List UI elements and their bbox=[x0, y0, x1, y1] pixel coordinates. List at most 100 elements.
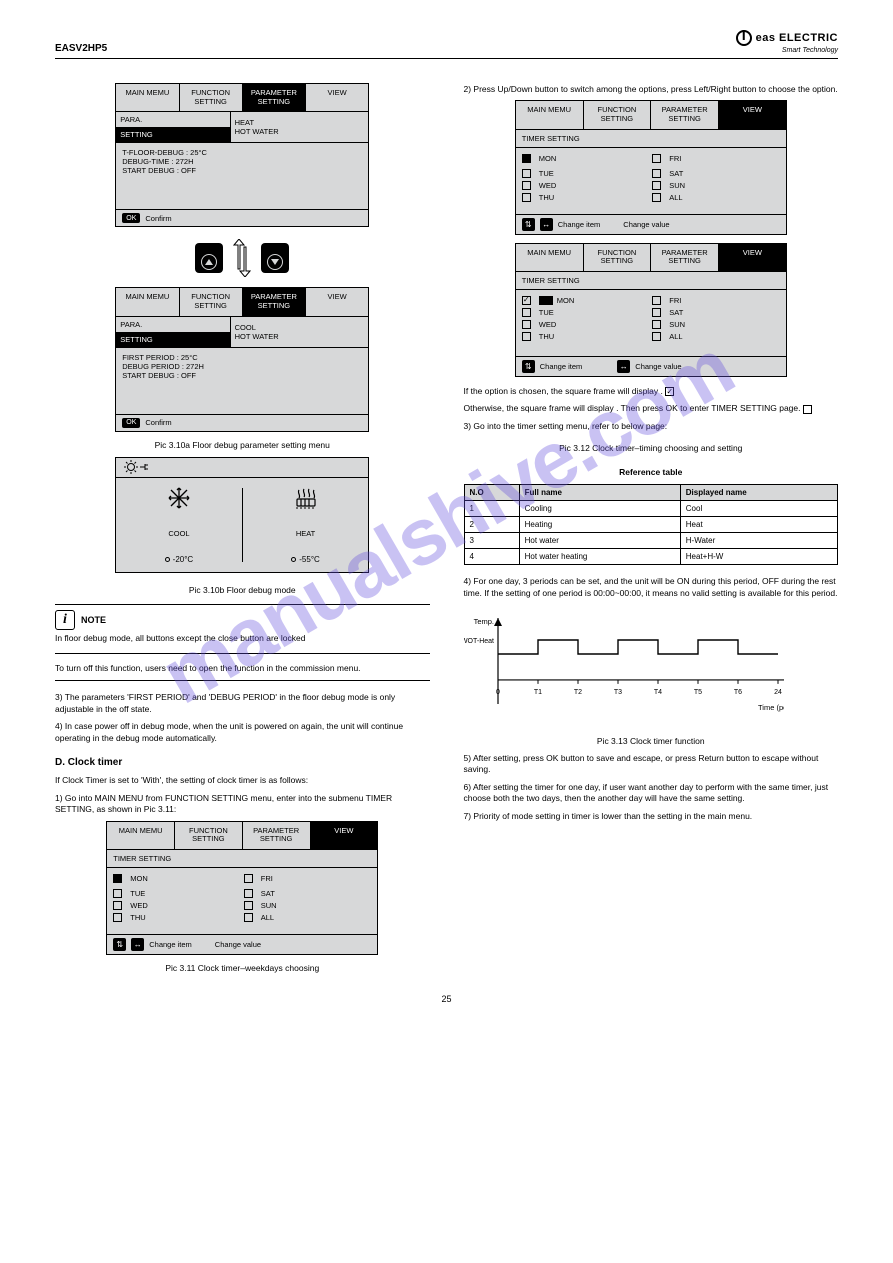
tab-function[interactable]: FUNCTION SETTING bbox=[175, 822, 243, 849]
sub-hotwater[interactable]: HOT WATER bbox=[235, 332, 365, 341]
left-extra-3: 3) The parameters 'FIRST PERIOD' and 'DE… bbox=[55, 692, 430, 715]
tab-view[interactable]: VIEW bbox=[306, 84, 368, 111]
tab-parameter[interactable]: PARAMETER SETTING bbox=[243, 822, 311, 849]
checkbox-wed[interactable] bbox=[522, 181, 531, 190]
heat-half: HEAT -55°C bbox=[243, 478, 368, 572]
tab-main-menu[interactable]: MAIN MEMU bbox=[116, 84, 179, 111]
cursor-icon bbox=[539, 296, 553, 305]
right-column: 2) Press Up/Down button to switch among … bbox=[464, 81, 839, 976]
checkbox-mon-active[interactable] bbox=[113, 874, 122, 883]
dpad-up-icon[interactable] bbox=[195, 243, 223, 273]
dot-icon bbox=[291, 557, 296, 562]
checkbox-sun[interactable] bbox=[244, 901, 253, 910]
checkbox-mon-active[interactable] bbox=[522, 154, 531, 163]
sun-plug-icon bbox=[124, 460, 148, 474]
sub-cool[interactable]: COOL bbox=[235, 323, 365, 332]
updown-arrows-icon bbox=[233, 239, 251, 277]
row-debugperiod: DEBUG PERIOD : 272H bbox=[122, 362, 362, 371]
tab-main-menu[interactable]: MAIN MEMU bbox=[516, 101, 584, 128]
dpad-down-icon[interactable] bbox=[261, 243, 289, 273]
checkbox-fri[interactable] bbox=[652, 154, 661, 163]
svg-text:T5: T5 bbox=[693, 689, 701, 696]
sub-setting-active[interactable]: SETTING bbox=[116, 127, 229, 142]
checkbox-tue[interactable] bbox=[113, 889, 122, 898]
tab-function[interactable]: FUNCTION SETTING bbox=[180, 288, 243, 315]
checkbox-tue[interactable] bbox=[522, 169, 531, 178]
opt-sat: SAT bbox=[669, 169, 780, 178]
confirm-label: Confirm bbox=[145, 418, 171, 427]
checkbox-mon-checked[interactable]: ✓ bbox=[522, 296, 531, 305]
opt-thu: THU bbox=[130, 913, 241, 922]
sub-hotwater[interactable]: HOT WATER bbox=[235, 127, 365, 136]
tab-main-menu[interactable]: MAIN MEMU bbox=[516, 244, 584, 271]
ok-button[interactable]: OK bbox=[122, 213, 140, 223]
sub-heat[interactable]: HEAT bbox=[235, 118, 365, 127]
snowflake-icon bbox=[167, 486, 191, 512]
svg-text:Time (per day): Time (per day) bbox=[758, 703, 784, 712]
leftright-button-icon[interactable]: ↔ bbox=[617, 360, 630, 373]
d-p1: If Clock Timer is set to 'With', the set… bbox=[55, 775, 430, 786]
svg-text:Temp.: Temp. bbox=[473, 617, 493, 626]
checkbox-fri[interactable] bbox=[244, 874, 253, 883]
caption-3: Pic 3.10b Floor debug mode bbox=[55, 585, 430, 596]
checkbox-thu[interactable] bbox=[522, 193, 531, 202]
updown-button-icon[interactable]: ⇅ bbox=[522, 360, 535, 373]
left-column: MAIN MEMU FUNCTION SETTING PARAMETER SET… bbox=[55, 81, 430, 976]
tab-view[interactable]: VIEW bbox=[719, 244, 786, 271]
leftright-button-icon[interactable]: ↔ bbox=[131, 938, 144, 951]
opt-sun: SUN bbox=[669, 181, 780, 190]
tab-parameter[interactable]: PARAMETER SETTING bbox=[243, 84, 306, 111]
tab-view[interactable]: VIEW bbox=[306, 288, 368, 315]
tab-parameter[interactable]: PARAMETER SETTING bbox=[651, 101, 719, 128]
svg-text:T4: T4 bbox=[653, 689, 661, 696]
checkbox-all[interactable] bbox=[244, 913, 253, 922]
checkbox-sat[interactable] bbox=[244, 889, 253, 898]
inline-empty-icon bbox=[803, 405, 812, 414]
ok-button[interactable]: OK bbox=[122, 418, 140, 428]
svg-text:T2: T2 bbox=[573, 689, 581, 696]
tab-parameter[interactable]: PARAMETER SETTING bbox=[243, 288, 306, 315]
checkbox-all[interactable] bbox=[652, 332, 661, 341]
svg-text:WOT-Heat: WOT-Heat bbox=[464, 638, 494, 645]
tab-view[interactable]: VIEW bbox=[719, 101, 786, 128]
tab-main-menu[interactable]: MAIN MEMU bbox=[107, 822, 175, 849]
opt-all: ALL bbox=[669, 193, 780, 202]
heat-temp: -55°C bbox=[299, 555, 320, 564]
tab-function[interactable]: FUNCTION SETTING bbox=[584, 101, 652, 128]
updown-button-icon[interactable]: ⇅ bbox=[113, 938, 126, 951]
opt-thu: THU bbox=[539, 193, 650, 202]
sub-setting-active[interactable]: SETTING bbox=[116, 332, 229, 347]
brand-tagline: Smart Technology bbox=[736, 47, 838, 54]
tab-function[interactable]: FUNCTION SETTING bbox=[584, 244, 652, 271]
checkbox-sat[interactable] bbox=[652, 169, 661, 178]
checkbox-sun[interactable] bbox=[652, 320, 661, 329]
tab-function[interactable]: FUNCTION SETTING bbox=[180, 84, 243, 111]
page-number: 25 bbox=[55, 994, 838, 1004]
tab-parameter[interactable]: PARAMETER SETTING bbox=[651, 244, 719, 271]
foot-l2: Change value bbox=[635, 362, 681, 371]
checkbox-wed[interactable] bbox=[522, 320, 531, 329]
checkbox-all[interactable] bbox=[652, 193, 661, 202]
checkbox-thu[interactable] bbox=[522, 332, 531, 341]
checkbox-thu[interactable] bbox=[113, 913, 122, 922]
dot-icon bbox=[165, 557, 170, 562]
confirm-label: Confirm bbox=[145, 214, 171, 223]
checkbox-fri[interactable] bbox=[652, 296, 661, 305]
svg-text:0: 0 bbox=[496, 689, 500, 696]
cool-temp: -20°C bbox=[173, 555, 194, 564]
tab-view[interactable]: VIEW bbox=[311, 822, 378, 849]
table-row: 1CoolingCool bbox=[464, 501, 838, 517]
checkbox-sat[interactable] bbox=[652, 308, 661, 317]
opt-wed: WED bbox=[539, 320, 650, 329]
brand-block: eas ELECTRIC Smart Technology bbox=[736, 30, 838, 54]
leftright-button-icon[interactable]: ↔ bbox=[540, 218, 553, 231]
opt-tue: TUE bbox=[539, 308, 650, 317]
page-header: EASV2HP5 eas ELECTRIC Smart Technology bbox=[55, 30, 838, 59]
checkbox-sun[interactable] bbox=[652, 181, 661, 190]
checkbox-wed[interactable] bbox=[113, 901, 122, 910]
updown-button-icon[interactable]: ⇅ bbox=[522, 218, 535, 231]
opt-wed: WED bbox=[130, 901, 241, 910]
checkbox-tue[interactable] bbox=[522, 308, 531, 317]
tab-main-menu[interactable]: MAIN MEMU bbox=[116, 288, 179, 315]
ui-screen-5: MAIN MEMU FUNCTION SETTING PARAMETER SET… bbox=[515, 100, 787, 234]
